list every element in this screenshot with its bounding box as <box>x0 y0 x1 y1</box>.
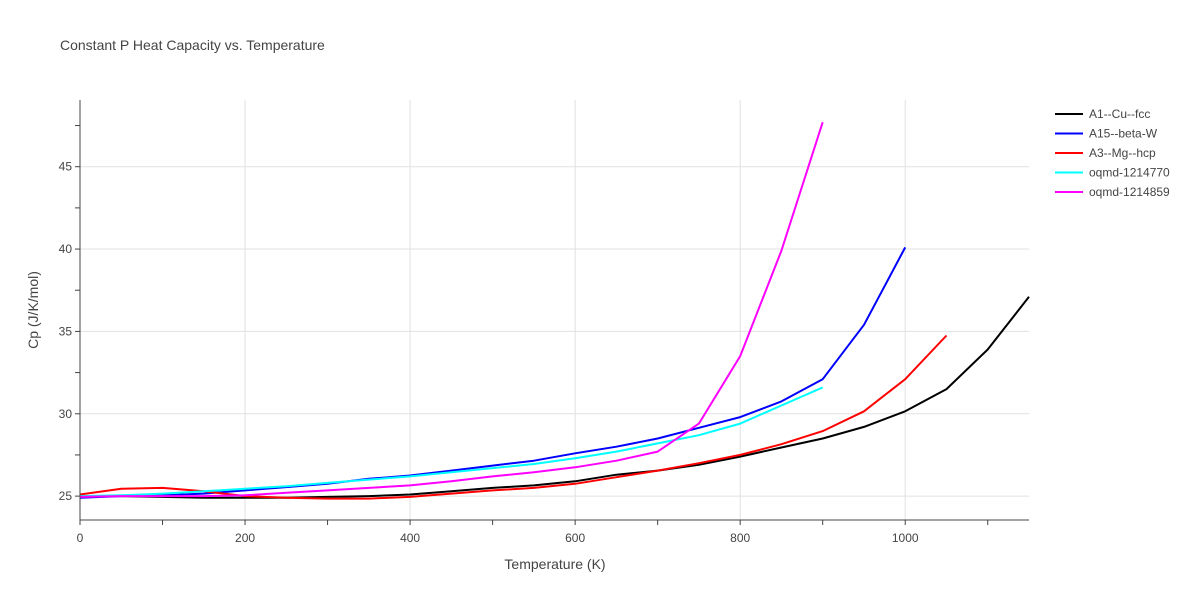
legend-label: A15--beta-W <box>1089 127 1158 141</box>
series-line-A15--beta-W <box>79 246 907 499</box>
x-tick-label: 1000 <box>892 531 919 545</box>
series-line-A1--Cu--fcc <box>80 296 1030 499</box>
series-group <box>79 121 1030 500</box>
series-line-oqmd-1214770 <box>79 386 824 498</box>
x-tick-label: 200 <box>235 531 255 545</box>
x-tick-label: 400 <box>400 531 420 545</box>
axes: 0 200 400 600 800 1000 25 30 35 40 45 <box>59 100 1029 545</box>
y-axis-label: Cp (J/K/mol) <box>25 271 41 349</box>
chart-title: Constant P Heat Capacity vs. Temperature <box>60 37 325 53</box>
y-tick-label: 30 <box>59 407 73 421</box>
y-tick-label: 35 <box>59 324 73 338</box>
legend-label: A1--Cu--fcc <box>1089 107 1150 121</box>
y-tick-label: 25 <box>59 489 73 503</box>
y-tick-label: 40 <box>59 242 73 256</box>
legend: A1--Cu--fcc A15--beta-W A3--Mg--hcp oqmd-12… <box>1055 107 1170 199</box>
legend-label: oqmd-1214859 <box>1089 185 1170 199</box>
series-line-A3--Mg--hcp <box>79 334 948 500</box>
x-tick-label: 0 <box>77 531 84 545</box>
x-tick-label: 800 <box>730 531 750 545</box>
x-tick-label: 600 <box>565 531 585 545</box>
legend-label: A3--Mg--hcp <box>1089 146 1156 160</box>
legend-label: oqmd-1214770 <box>1089 166 1170 180</box>
x-axis-label: Temperature (K) <box>504 556 605 572</box>
series-line-oqmd-1214859 <box>79 121 824 498</box>
y-tick-label: 45 <box>59 160 73 174</box>
